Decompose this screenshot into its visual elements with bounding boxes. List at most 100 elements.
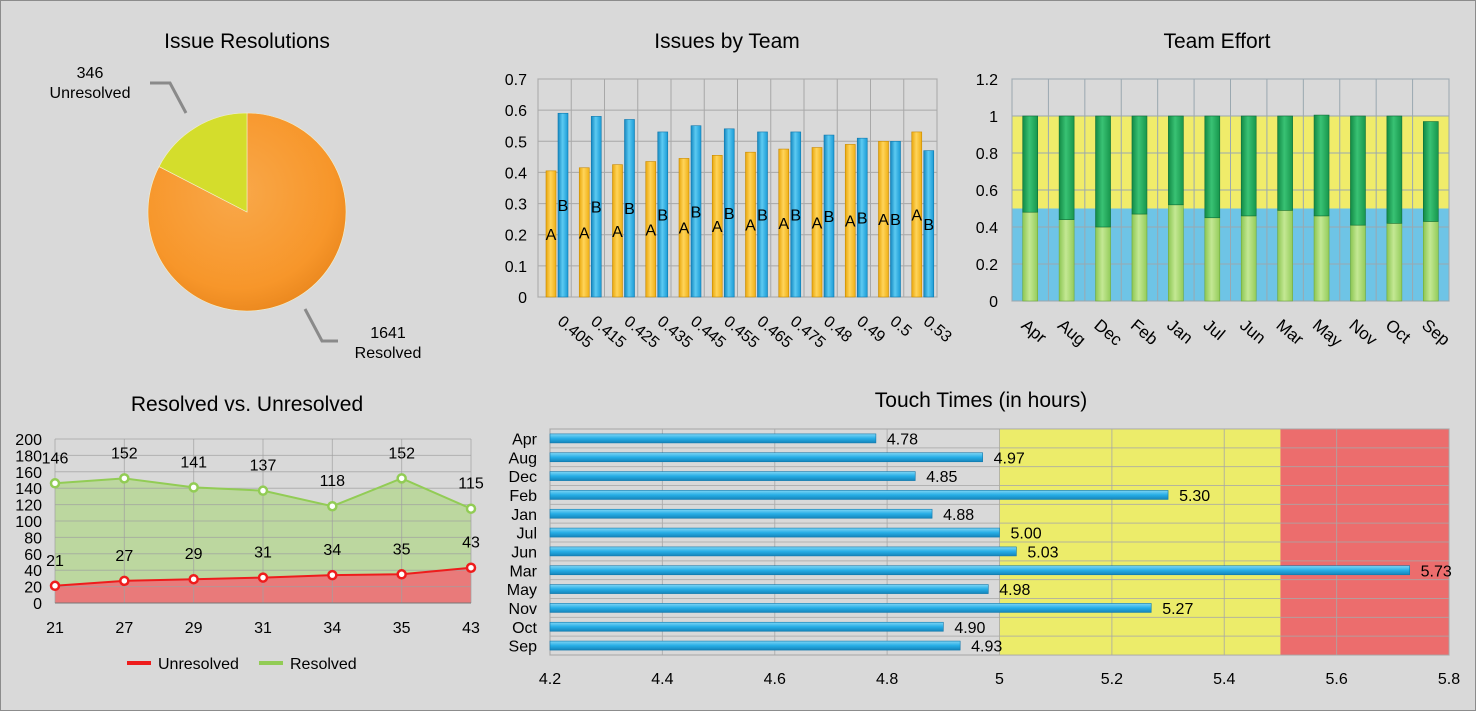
- pie-chart: Issue Resolutions 346 Unresolved 1641 Re…: [50, 30, 422, 362]
- issues-by-team-title: Issues by Team: [654, 30, 800, 53]
- team-x-tick-label: 0.49: [853, 313, 888, 346]
- rvu-title: Resolved vs. Unresolved: [131, 393, 363, 416]
- touch-x-tick-label: 5: [995, 671, 1004, 688]
- rvu-point-unresolved: [119, 575, 130, 587]
- touch-x-tick-label: 5.6: [1326, 671, 1348, 688]
- leader-line-unresolved: [150, 81, 188, 114]
- team-bar-label-a: A: [645, 222, 656, 239]
- rvu-point-resolved: [465, 503, 477, 514]
- team-bar-b: [890, 140, 901, 298]
- team-bar-a: [578, 167, 590, 298]
- touch-bar: [549, 546, 1017, 557]
- team-x-tick-label: 0.475: [787, 313, 829, 352]
- team-x-tick-label: 0.465: [754, 313, 796, 352]
- rvu-data-label-unresolved: 34: [323, 542, 341, 559]
- touch-bar: [549, 603, 1152, 613]
- team-x-tick-label: 0.425: [621, 313, 663, 352]
- touch-bar: [549, 471, 916, 481]
- rvu-y-tick-label: 100: [15, 514, 42, 531]
- team-bar-label-a: A: [579, 225, 590, 242]
- team-bar-label-b: B: [657, 207, 668, 224]
- rvu-data-label-resolved: 152: [388, 445, 415, 462]
- team-x-tick-label: 0.435: [654, 313, 696, 352]
- rvu-data-label-unresolved: 27: [115, 548, 133, 565]
- team-effort-title: Team Effort: [1164, 30, 1271, 53]
- rvu-legend: Unresolved Resolved: [127, 656, 357, 673]
- touch-x-tick-label: 4.2: [539, 671, 561, 688]
- team-x-tick-label: 0.445: [687, 313, 729, 352]
- rvu-data-label-resolved: 141: [180, 454, 207, 471]
- touch-value-label: 4.90: [954, 620, 985, 637]
- effort-bar-lower: [1204, 217, 1221, 302]
- touch-y-tick-label: Feb: [509, 488, 537, 505]
- rvu-y-tick-label: 180: [15, 448, 42, 465]
- effort-y-tick-label: 0.2: [976, 257, 998, 274]
- team-bar-b: [856, 137, 868, 298]
- team-bar-label-a: A: [712, 219, 723, 236]
- rvu-point-unresolved: [327, 569, 338, 581]
- effort-x-tick-label: Jan: [1163, 316, 1196, 348]
- rvu-y-tick-label: 120: [15, 498, 42, 515]
- rvu-point-unresolved: [257, 572, 269, 583]
- touch-y-tick-label: Mar: [509, 563, 537, 580]
- touch-x-tick-label: 4.8: [876, 671, 898, 688]
- effort-y-tick-label: 0.4: [976, 220, 998, 237]
- rvu-point-resolved: [257, 485, 269, 496]
- touch-x-tick-label: 5.4: [1213, 671, 1235, 688]
- touch-bar: [549, 565, 1410, 576]
- effort-bar-upper: [1095, 115, 1111, 228]
- effort-x-tick-label: Mar: [1273, 316, 1308, 350]
- team-y-tick-label: 0.3: [505, 197, 527, 214]
- team-bar-a: [911, 131, 923, 298]
- team-bar-label-a: A: [812, 215, 823, 232]
- touch-bar: [549, 508, 933, 519]
- team-bar-b: [823, 134, 835, 298]
- effort-x-tick-label: Dec: [1090, 316, 1126, 350]
- touch-bar: [549, 584, 989, 594]
- rvu-point-resolved: [327, 500, 338, 512]
- touch-value-label: 5.30: [1179, 488, 1210, 505]
- team-bar-b: [657, 131, 669, 298]
- team-effort-chart: Team Effort 0 0.2 0.4 0.6 0.8 1 1.2 Apr Aug Dec Fe…: [976, 30, 1454, 351]
- touch-y-tick-label: Jan: [511, 507, 537, 524]
- team-bar-label-b: B: [857, 211, 868, 228]
- team-bar-b: [723, 128, 735, 298]
- team-x-tick-label: 0.53: [920, 313, 955, 346]
- touch-value-label: 5.00: [1011, 526, 1042, 543]
- touch-y-tick-label: Apr: [512, 431, 538, 448]
- rvu-y-tick-label: 0: [33, 596, 42, 613]
- touch-bar: [549, 527, 1000, 538]
- effort-x-tick-label: Nov: [1345, 316, 1381, 350]
- legend-label-resolved: Resolved: [290, 656, 357, 673]
- effort-bar-lower: [1422, 221, 1439, 302]
- effort-bar-upper: [1422, 121, 1439, 222]
- touch-y-tick-label: Sep: [509, 639, 538, 656]
- effort-bar-upper: [1168, 115, 1184, 206]
- touch-value-label: 5.27: [1162, 601, 1193, 618]
- touch-y-tick-label: May: [507, 582, 537, 599]
- rvu-y-tick-label: 140: [15, 481, 42, 498]
- team-y-tick-label: 0.7: [505, 72, 527, 89]
- team-x-tick-label: 0.5: [887, 313, 915, 340]
- effort-bar-upper: [1022, 115, 1039, 213]
- touch-bar: [549, 490, 1169, 500]
- rvu-y-tick-label: 200: [15, 432, 42, 449]
- touch-bar: [549, 640, 961, 651]
- effort-bar-upper: [1386, 115, 1403, 224]
- effort-bar-upper: [1058, 115, 1075, 220]
- team-bar-a: [645, 161, 657, 298]
- effort-y-tick-label: 0.6: [976, 183, 998, 200]
- team-bar-label-a: A: [546, 227, 557, 244]
- team-x-tick-label: 0.405: [554, 313, 596, 352]
- touch-bar: [549, 452, 983, 463]
- team-bar-label-b: B: [824, 209, 835, 226]
- rvu-point-unresolved: [49, 580, 61, 592]
- touch-value-label: 4.93: [971, 639, 1002, 656]
- team-bar-b: [757, 131, 768, 298]
- legend-label-unresolved: Unresolved: [158, 656, 239, 673]
- rvu-point-resolved: [396, 473, 407, 484]
- team-bar-b: [923, 150, 935, 298]
- touch-y-tick-label: Jun: [511, 544, 537, 561]
- rvu-point-resolved: [119, 473, 130, 484]
